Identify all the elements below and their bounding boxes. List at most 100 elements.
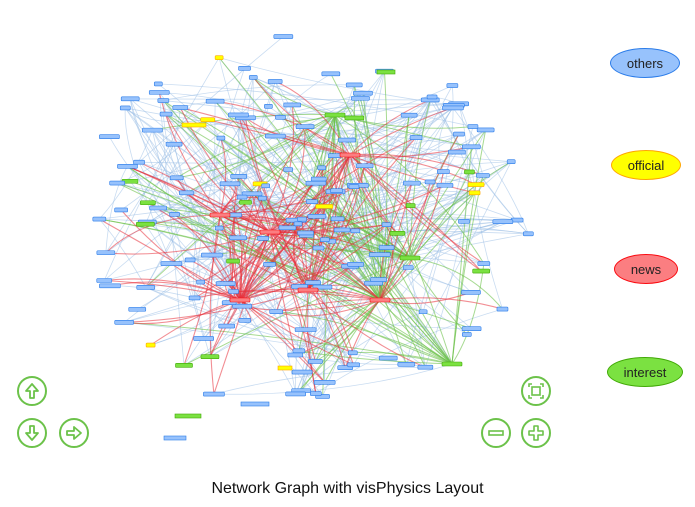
- graph-edge: [295, 239, 326, 394]
- graph-node: [437, 169, 450, 174]
- graph-node: [214, 225, 224, 231]
- graph-node: [353, 90, 373, 96]
- graph-node: [136, 221, 155, 227]
- graph-edge: [379, 181, 431, 301]
- graph-edge: [300, 311, 424, 391]
- graph-edge: [238, 175, 271, 233]
- graph-edge: [239, 126, 306, 301]
- graph-node: [476, 127, 495, 133]
- graph-node: [321, 71, 341, 77]
- graph-edge: [259, 183, 271, 233]
- zoom-out-button[interactable]: [481, 418, 511, 448]
- graph-node: [330, 188, 343, 194]
- move-right-button[interactable]: [59, 418, 89, 448]
- move-up-button[interactable]: [17, 376, 47, 406]
- graph-node: [258, 195, 267, 201]
- graph-edge: [306, 289, 317, 394]
- graph-node: [399, 255, 421, 261]
- graph-node: [378, 355, 398, 361]
- graph-node: [145, 342, 156, 348]
- graph-node: [120, 96, 140, 102]
- graph-edge: [209, 214, 221, 395]
- graph-edge: [237, 114, 309, 291]
- graph-node: [238, 65, 251, 71]
- graph-edge: [253, 77, 470, 173]
- graph-node: [464, 169, 475, 175]
- graph-node: [99, 283, 121, 289]
- move-down-button[interactable]: [17, 418, 47, 448]
- graph-node: [230, 174, 248, 179]
- graph-node: [193, 336, 214, 341]
- graph-edge: [299, 154, 351, 287]
- graph-node: [308, 359, 323, 364]
- graph-edge: [104, 278, 241, 301]
- graph-edge: [349, 99, 431, 156]
- graph-edge: [124, 299, 241, 325]
- graph-edge: [138, 161, 271, 233]
- graph-edge: [105, 231, 271, 255]
- graph-edge: [180, 107, 411, 259]
- graph-node: [141, 127, 163, 133]
- graph-node: [381, 222, 392, 228]
- graph-edge: [409, 192, 475, 259]
- graph-edge: [176, 114, 336, 179]
- fit-icon: [528, 383, 544, 399]
- graph-node: [285, 391, 306, 397]
- graph-node: [305, 180, 327, 186]
- graph-node: [228, 289, 239, 294]
- graph-node: [114, 207, 128, 213]
- graph-node: [239, 200, 252, 205]
- graph-edge: [209, 101, 216, 357]
- graph-node: [468, 190, 481, 196]
- graph-node: [333, 227, 351, 233]
- network-graph[interactable]: [0, 0, 695, 470]
- graph-node: [149, 205, 167, 211]
- graph-node: [259, 229, 281, 235]
- legend-others: others: [610, 48, 680, 78]
- graph-node: [160, 261, 183, 266]
- graph-node: [292, 348, 306, 354]
- graph-edge: [147, 202, 309, 291]
- graph-edge: [276, 311, 453, 365]
- graph-node: [109, 180, 125, 186]
- graph-edge: [180, 107, 351, 156]
- graph-node: [200, 117, 215, 122]
- graph-edge: [307, 186, 355, 291]
- graph-node: [128, 306, 147, 312]
- graph-node: [348, 184, 360, 189]
- graph-node: [347, 362, 360, 368]
- graph-edge: [234, 214, 243, 301]
- graph-edge: [409, 99, 431, 259]
- graph-node: [236, 194, 248, 200]
- zoom-in-button[interactable]: [521, 418, 551, 448]
- graph-edge: [404, 115, 411, 259]
- graph-node: [295, 124, 315, 130]
- graph-edge: [357, 185, 453, 365]
- legend-official: official: [611, 150, 681, 180]
- graph-node: [446, 83, 459, 88]
- graph-node: [114, 319, 135, 325]
- graph-edge: [226, 224, 387, 327]
- graph-node: [96, 278, 113, 283]
- graph-edge: [324, 206, 381, 301]
- graph-edge: [103, 57, 220, 281]
- legend-interest: interest: [607, 357, 683, 387]
- graph-node: [172, 105, 189, 110]
- graph-node: [174, 413, 202, 419]
- graph-node: [477, 261, 491, 266]
- graph-node: [297, 287, 319, 293]
- graph-node: [159, 111, 173, 117]
- graph-node: [467, 124, 479, 129]
- graph-node: [232, 303, 252, 309]
- graph-edge: [274, 135, 453, 365]
- graph-node: [312, 245, 325, 251]
- graph-edge: [307, 289, 426, 368]
- graph-edge: [158, 92, 221, 216]
- graph-node: [248, 75, 258, 80]
- graph-node: [257, 236, 269, 241]
- zoom-fit-button[interactable]: [521, 376, 551, 406]
- graph-node: [313, 380, 336, 385]
- legend-interest-label: interest: [623, 364, 667, 380]
- graph-node: [461, 326, 482, 331]
- graph-node: [188, 295, 201, 301]
